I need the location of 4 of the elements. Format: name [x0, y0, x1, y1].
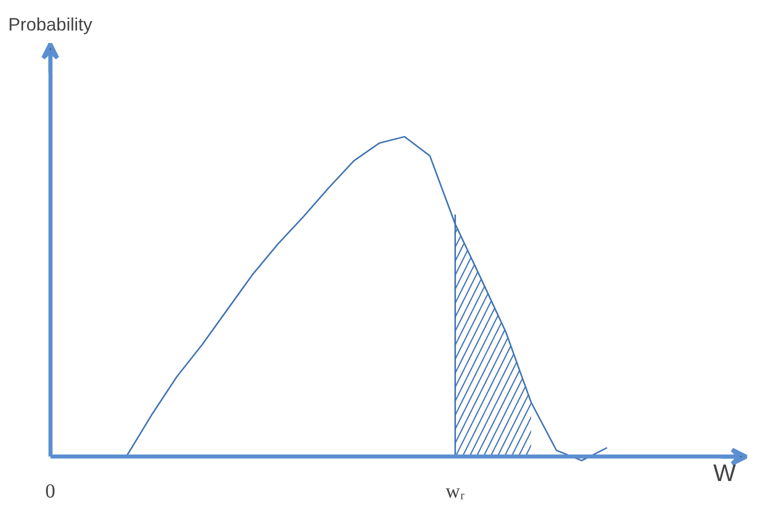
x-axis-title: W	[713, 460, 736, 488]
x-tick-label: 0	[45, 480, 56, 503]
x-tick-label: wᵣ	[446, 480, 466, 503]
text: Probability	[8, 14, 92, 34]
